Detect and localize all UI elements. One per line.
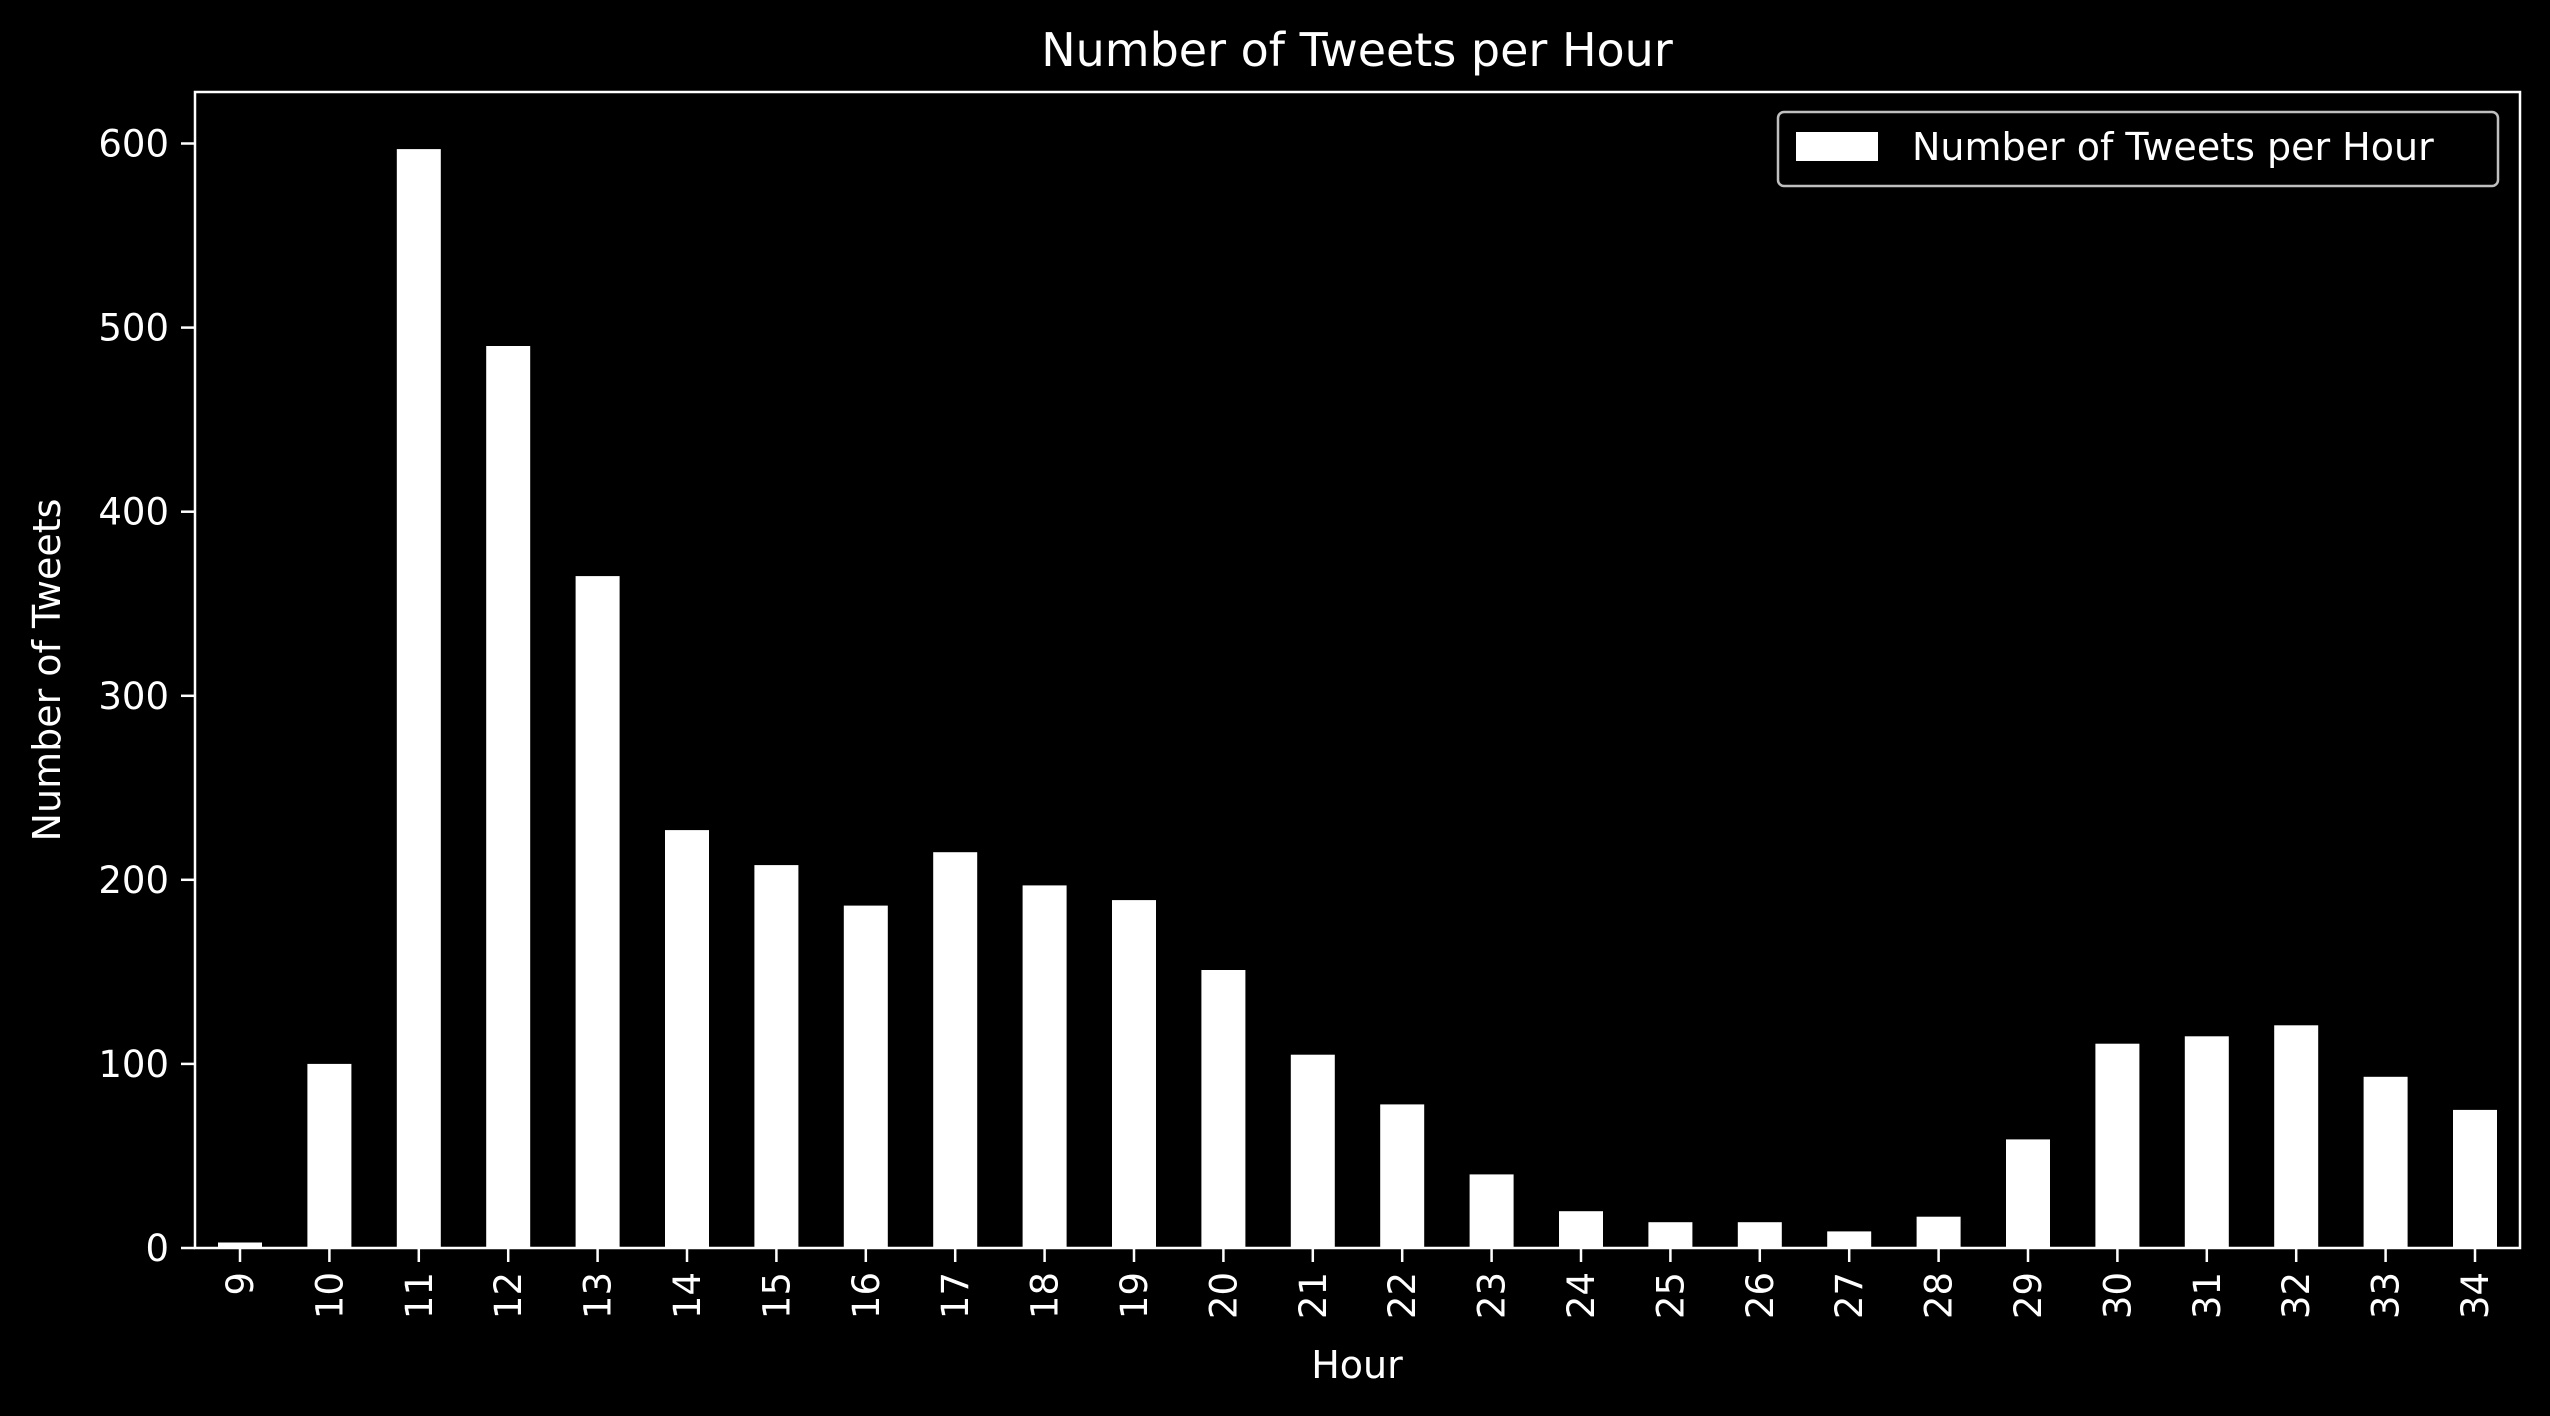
x-tick-label: 19 <box>1113 1272 1156 1319</box>
bar-13 <box>575 576 620 1248</box>
x-tick-label: 32 <box>2275 1272 2318 1319</box>
bar-21 <box>1290 1054 1335 1248</box>
legend: Number of Tweets per Hour <box>1776 110 2500 188</box>
bar-24 <box>1559 1211 1603 1248</box>
bar-11 <box>396 149 441 1249</box>
legend-swatch <box>1796 132 1878 161</box>
legend-label: Number of Tweets per Hour <box>1912 125 2434 169</box>
bar-20 <box>1201 970 1246 1248</box>
x-tick-label: 20 <box>1202 1272 1245 1319</box>
bar-14 <box>665 830 709 1248</box>
bars-group <box>218 149 2497 1249</box>
x-tick-label: 24 <box>1560 1272 1603 1319</box>
x-tick-label: 13 <box>577 1272 620 1319</box>
x-tick-label: 30 <box>2096 1272 2139 1319</box>
x-tick-label: 16 <box>845 1272 888 1319</box>
bar-10 <box>307 1063 352 1248</box>
x-tick-label: 12 <box>487 1272 530 1319</box>
x-tick-label: 21 <box>1292 1272 1335 1319</box>
bar-15 <box>754 865 799 1248</box>
x-tick-label: 10 <box>308 1272 351 1319</box>
x-tick-label: 17 <box>934 1272 977 1319</box>
bar-22 <box>1380 1104 1425 1248</box>
x-tick-label: 28 <box>1918 1272 1961 1319</box>
x-tick-label: 22 <box>1381 1272 1424 1319</box>
y-tick-label: 100 <box>98 1043 169 1086</box>
bar-9 <box>218 1242 262 1248</box>
bar-19 <box>1112 900 1156 1248</box>
bar-29 <box>2006 1139 2050 1248</box>
bar-34 <box>2453 1109 2497 1248</box>
x-tick-label: 14 <box>666 1272 709 1319</box>
plot-frame <box>193 90 2522 1250</box>
bar-18 <box>1022 885 1067 1248</box>
y-tick-label: 500 <box>98 307 169 350</box>
chart-title: Number of Tweets per Hour <box>1041 23 1673 77</box>
y-axis-label: Number of Tweets <box>25 499 69 842</box>
y-tick-label: 600 <box>98 123 169 166</box>
bar-17 <box>933 852 978 1248</box>
x-tick-label: 25 <box>1649 1272 1692 1319</box>
legend-frame <box>1776 110 2500 188</box>
y-axis: 0 100 200 300 400 500 600 <box>98 123 195 1270</box>
x-tick-label: 29 <box>2007 1272 2050 1319</box>
bar-16 <box>843 905 888 1248</box>
bar-25 <box>1648 1222 1693 1248</box>
bar-28 <box>1916 1216 1961 1248</box>
bar-23 <box>1469 1174 1514 1248</box>
bar-33 <box>2363 1076 2408 1248</box>
y-tick-label: 300 <box>98 675 169 718</box>
x-tick-label: 33 <box>2365 1272 2408 1319</box>
x-tick-label: 27 <box>1828 1272 1871 1319</box>
bar-30 <box>2095 1043 2140 1248</box>
y-tick-label: 200 <box>98 859 169 902</box>
x-tick-label: 34 <box>2454 1272 2497 1319</box>
x-tick-label: 31 <box>2186 1272 2229 1319</box>
x-axis-label: Hour <box>1311 1343 1403 1387</box>
y-tick-label: 0 <box>145 1227 169 1270</box>
bar-26 <box>1737 1222 1782 1248</box>
bar-32 <box>2274 1025 2319 1248</box>
bar-27 <box>1827 1231 1872 1248</box>
x-tick-label: 11 <box>398 1272 441 1319</box>
x-tick-label: 15 <box>755 1272 798 1319</box>
x-tick-label: 26 <box>1739 1272 1782 1319</box>
y-tick-label: 400 <box>98 491 169 534</box>
x-tick-label: 23 <box>1471 1272 1514 1319</box>
x-tick-label: 18 <box>1024 1272 1067 1319</box>
x-axis: 9 10 11 12 13 14 15 16 17 18 19 20 21 22 23 24 25 26 27 28 2… <box>219 1248 2497 1319</box>
x-tick-label: 9 <box>219 1272 262 1296</box>
bar-31 <box>2184 1036 2229 1248</box>
bar-12 <box>486 346 531 1248</box>
